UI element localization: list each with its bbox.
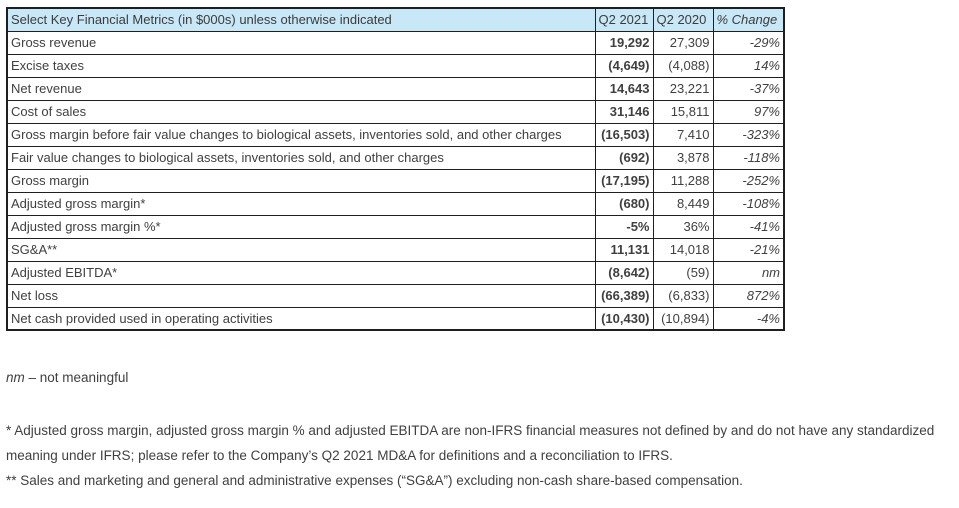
value-q2-2021: (16,503) bbox=[594, 122, 654, 147]
table-row: Excise taxes (4,649) (4,088) 14% bbox=[6, 53, 785, 78]
value-q2-2020: 15,811 bbox=[652, 99, 714, 124]
value-q2-2020: (4,088) bbox=[652, 53, 714, 78]
value-q2-2021: (680) bbox=[594, 191, 654, 216]
value-q2-2020: (10,894) bbox=[652, 306, 714, 331]
table-row: Cost of sales 31,146 15,811 97% bbox=[6, 99, 785, 124]
value-q2-2021: (692) bbox=[594, 145, 654, 170]
value-q2-2020: (6,833) bbox=[652, 283, 714, 308]
metric-label: Fair value changes to biological assets,… bbox=[6, 145, 596, 170]
value-pct-change: -37% bbox=[712, 76, 785, 101]
metric-label: Adjusted gross margin* bbox=[6, 191, 596, 216]
table-row: Gross revenue 19,292 27,309 -29% bbox=[6, 30, 785, 55]
value-pct-change: 872% bbox=[712, 283, 785, 308]
financial-metrics-table: Select Key Financial Metrics (in $000s) … bbox=[6, 7, 785, 331]
metric-label: Adjusted EBITDA* bbox=[6, 260, 596, 285]
value-q2-2021: 19,292 bbox=[594, 30, 654, 55]
table-header-row: Select Key Financial Metrics (in $000s) … bbox=[6, 7, 785, 32]
value-q2-2020: 27,309 bbox=[652, 30, 714, 55]
value-q2-2020: 14,018 bbox=[652, 237, 714, 262]
value-pct-change: -29% bbox=[712, 30, 785, 55]
metric-label: Adjusted gross margin %* bbox=[6, 214, 596, 239]
value-q2-2020: (59) bbox=[652, 260, 714, 285]
value-q2-2021: (17,195) bbox=[594, 168, 654, 193]
value-pct-change: -41% bbox=[712, 214, 785, 239]
metric-label: Net revenue bbox=[6, 76, 596, 101]
value-pct-change: -252% bbox=[712, 168, 785, 193]
value-q2-2020: 7,410 bbox=[652, 122, 714, 147]
metric-label: Gross margin before fair value changes t… bbox=[6, 122, 596, 147]
value-q2-2021: -5% bbox=[594, 214, 654, 239]
value-pct-change: 14% bbox=[712, 53, 785, 78]
value-q2-2020: 8,449 bbox=[652, 191, 714, 216]
table-row: Net revenue 14,643 23,221 -37% bbox=[6, 76, 785, 101]
metric-label: Cost of sales bbox=[6, 99, 596, 124]
value-pct-change: -323% bbox=[712, 122, 785, 147]
value-pct-change: -21% bbox=[712, 237, 785, 262]
value-pct-change: 97% bbox=[712, 99, 785, 124]
table-row: Gross margin (17,195) 11,288 -252% bbox=[6, 168, 785, 193]
value-q2-2021: 11,131 bbox=[594, 237, 654, 262]
table-row: Adjusted EBITDA* (8,642) (59) nm bbox=[6, 260, 785, 285]
table-body: Gross revenue 19,292 27,309 -29% Excise taxe… bbox=[6, 30, 785, 331]
metric-label: Net cash provided used in operating acti… bbox=[6, 306, 596, 331]
metric-label: Gross margin bbox=[6, 168, 596, 193]
value-pct-change: -4% bbox=[712, 306, 785, 331]
value-pct-change: nm bbox=[712, 260, 785, 285]
table-row: SG&A** 11,131 14,018 -21% bbox=[6, 237, 785, 262]
value-q2-2021: (66,389) bbox=[594, 283, 654, 308]
value-q2-2020: 3,878 bbox=[652, 145, 714, 170]
nm-footnote: nm – not meaningful bbox=[6, 365, 951, 390]
value-q2-2021: (10,430) bbox=[594, 306, 654, 331]
table-row: Gross margin before fair value changes t… bbox=[6, 122, 785, 147]
footnotes-section: nm – not meaningful * Adjusted gross mar… bbox=[6, 365, 951, 493]
table-row: Adjusted gross margin* (680) 8,449 -108% bbox=[6, 191, 785, 216]
table-row: Adjusted gross margin %* -5% 36% -41% bbox=[6, 214, 785, 239]
metric-label: Gross revenue bbox=[6, 30, 596, 55]
table-row: Net cash provided used in operating acti… bbox=[6, 306, 785, 331]
value-q2-2021: (8,642) bbox=[594, 260, 654, 285]
value-q2-2021: 31,146 bbox=[594, 99, 654, 124]
nm-definition: – not meaningful bbox=[24, 370, 129, 385]
table-header-title: Select Key Financial Metrics (in $000s) … bbox=[6, 7, 596, 32]
metric-label: Net loss bbox=[6, 283, 596, 308]
metric-label: Excise taxes bbox=[6, 53, 596, 78]
table-row: Fair value changes to biological assets,… bbox=[6, 145, 785, 170]
table-header-pct-change: % Change bbox=[712, 7, 785, 32]
value-q2-2020: 23,221 bbox=[652, 76, 714, 101]
value-q2-2021: 14,643 bbox=[594, 76, 654, 101]
table-row: Net loss (66,389) (6,833) 872% bbox=[6, 283, 785, 308]
metric-label: SG&A** bbox=[6, 237, 596, 262]
value-pct-change: -118% bbox=[712, 145, 785, 170]
table-header-q2-2020: Q2 2020 bbox=[652, 7, 714, 32]
value-q2-2020: 36% bbox=[652, 214, 714, 239]
nm-term: nm bbox=[6, 370, 25, 385]
table-header-q2-2021: Q2 2021 bbox=[594, 7, 654, 32]
value-q2-2020: 11,288 bbox=[652, 168, 714, 193]
footnote-single-asterisk: * Adjusted gross margin, adjusted gross … bbox=[6, 423, 935, 463]
footnote-double-asterisk: ** Sales and marketing and general and a… bbox=[6, 473, 743, 488]
value-q2-2021: (4,649) bbox=[594, 53, 654, 78]
value-pct-change: -108% bbox=[712, 191, 785, 216]
